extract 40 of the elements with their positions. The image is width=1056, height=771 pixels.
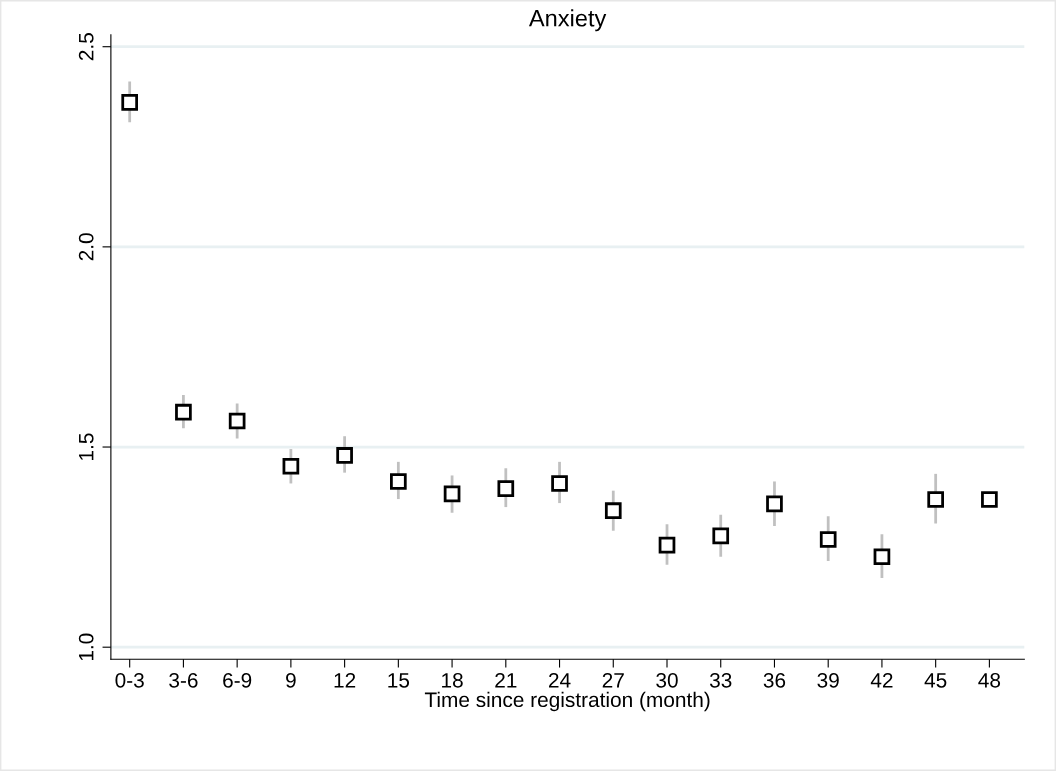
point — [766, 495, 783, 513]
x-tick-label: 39 — [817, 672, 839, 688]
point — [551, 475, 568, 492]
x-tick-label: 6-9 — [223, 672, 252, 688]
x-tick-label: 30 — [656, 672, 678, 688]
point — [175, 403, 192, 421]
point — [443, 485, 461, 503]
point — [497, 480, 515, 497]
point — [604, 502, 622, 520]
point — [658, 536, 676, 554]
point — [981, 491, 998, 508]
x-tick-label: 21 — [495, 672, 517, 688]
y-tick-label: 2.5 — [78, 33, 94, 61]
point — [712, 527, 730, 545]
point — [282, 457, 300, 475]
x-tick-label: 33 — [709, 672, 732, 688]
point — [927, 491, 944, 508]
x-tick-label: 18 — [442, 672, 463, 688]
x-tick-label: 9 — [286, 672, 296, 688]
point — [390, 473, 407, 490]
x-tick-label: 27 — [602, 672, 624, 688]
x-tick-label: 45 — [924, 673, 947, 688]
x-tick-label: 0-3 — [115, 672, 144, 688]
point — [121, 94, 139, 111]
x-axis-title: Time since registration (month) — [424, 691, 710, 712]
x-tick-label: 48 — [978, 672, 1001, 688]
x-tick-label: 42 — [870, 672, 893, 688]
chart-title: Anxiety — [528, 9, 607, 32]
x-tick-label: 3-6 — [169, 672, 198, 688]
point — [228, 412, 246, 430]
point — [873, 548, 891, 566]
x-tick-label: 36 — [763, 672, 786, 688]
y-tick-label: 2.0 — [78, 233, 94, 261]
point — [819, 531, 837, 548]
x-tick-label: 15 — [388, 673, 410, 688]
x-tick-label: 12 — [334, 672, 356, 688]
x-tick-label: 24 — [549, 672, 571, 688]
y-tick-label: 1.0 — [78, 633, 94, 661]
point — [336, 447, 353, 464]
y-tick-label: 1.5 — [79, 433, 94, 460]
